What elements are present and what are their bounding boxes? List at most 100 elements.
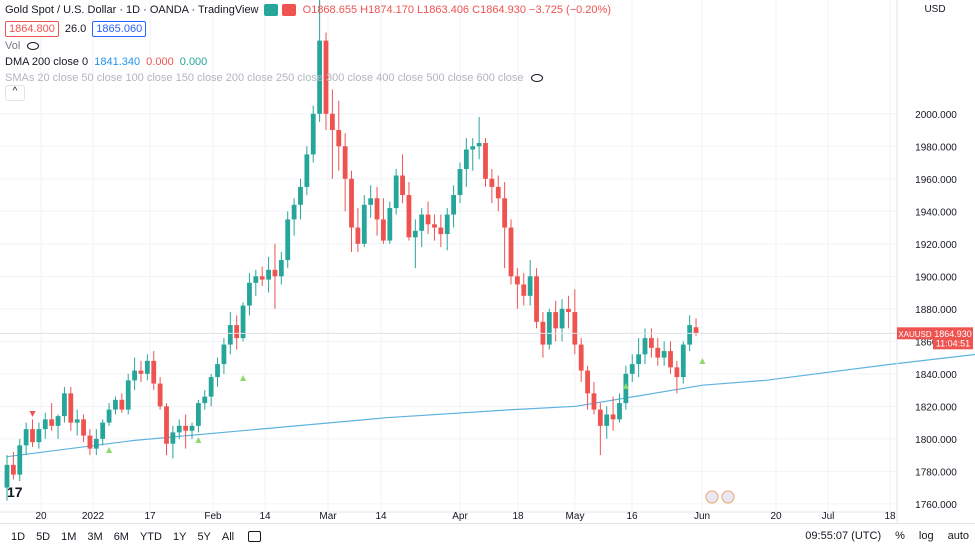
- open-label: O: [302, 4, 312, 16]
- candle: [304, 146, 310, 196]
- events-flag-icon[interactable]: [705, 490, 735, 504]
- symbol-title[interactable]: Gold Spot / U.S. Dollar · 1D · OANDA · T…: [5, 4, 259, 16]
- candle: [30, 419, 35, 447]
- candle: [10, 451, 16, 480]
- candle: [125, 373, 131, 415]
- price-tick-label: 1840.000: [915, 370, 957, 381]
- ma200-polyline: [6, 353, 975, 458]
- currency-label[interactable]: USD: [924, 4, 945, 15]
- candle-body: [610, 414, 616, 420]
- candle: [553, 300, 559, 342]
- candle: [310, 105, 316, 163]
- candle: [636, 338, 642, 378]
- candle: [138, 360, 144, 382]
- candle: [176, 419, 182, 439]
- candle-body: [578, 344, 584, 371]
- candle-body: [546, 312, 552, 345]
- time-tick-label: 14: [375, 511, 387, 522]
- candle-body: [81, 419, 86, 436]
- timeframe-1d[interactable]: 1D: [11, 530, 26, 543]
- dma-value-2: 0.000: [146, 56, 174, 68]
- candle-body: [374, 198, 380, 220]
- log-toggle[interactable]: log: [918, 530, 934, 542]
- candle-body: [687, 325, 693, 345]
- sell-button[interactable]: 1864.800: [5, 21, 59, 37]
- candle-body: [668, 351, 673, 368]
- price-tick-label: 1820.000: [915, 402, 957, 413]
- bottom-toolbar: 1D 5D 1M 3M 6M YTD 1Y 5Y All 09:55:07 (UTC) % lo…: [0, 523, 975, 549]
- candle: [278, 251, 284, 285]
- candle: [240, 302, 246, 342]
- candle: [668, 341, 673, 374]
- candle: [661, 341, 667, 366]
- price-tick-label: 1980.000: [915, 142, 957, 153]
- candle: [247, 273, 252, 316]
- timeframe-5d[interactable]: 5D: [36, 530, 51, 543]
- percent-toggle[interactable]: %: [895, 530, 905, 542]
- price-chart[interactable]: 2000.000 1980.000 1960.000 1940.000 1920.000…: [0, 0, 975, 523]
- buy-button[interactable]: 1865.060: [92, 21, 147, 37]
- bottom-right-controls: 09:55:07 (UTC) % log auto: [805, 530, 969, 542]
- auto-toggle[interactable]: auto: [947, 530, 969, 542]
- date-range-icon[interactable]: [248, 531, 262, 542]
- candle: [342, 133, 348, 212]
- timeframe-5y[interactable]: 5Y: [197, 530, 211, 543]
- candle-body: [693, 327, 699, 334]
- candle: [546, 308, 552, 350]
- candle: [412, 219, 418, 269]
- candle-body: [502, 198, 508, 228]
- candle: [521, 273, 527, 306]
- candle-body: [636, 354, 642, 365]
- eye-hidden-icon[interactable]: [530, 74, 543, 83]
- candle-body: [329, 113, 335, 131]
- close-value: 1864.930: [480, 4, 526, 16]
- candle-body: [157, 383, 163, 407]
- candle: [495, 175, 501, 212]
- candle-body: [648, 338, 654, 348]
- candle: [361, 195, 367, 248]
- candle: [489, 169, 495, 204]
- candle: [393, 169, 399, 215]
- sell-signal-marker: [29, 411, 36, 417]
- candle: [298, 178, 303, 220]
- smas-legend[interactable]: SMAs 20 close 50 close 100 close 150 clo…: [5, 72, 543, 84]
- candle-body: [470, 146, 476, 150]
- timeframe-3m[interactable]: 3M: [87, 530, 103, 543]
- candle: [4, 455, 10, 501]
- time-tick-label: Mar: [319, 511, 337, 522]
- legend-title-row: Gold Spot / U.S. Dollar · 1D · OANDA · T…: [5, 4, 611, 17]
- buy-signal-marker: [699, 358, 706, 364]
- ma200-line: [6, 353, 975, 458]
- dma-legend[interactable]: DMA 200 close 0 1841.340 0.000 0.000: [5, 56, 207, 68]
- candle-body: [278, 260, 284, 277]
- candle-body: [298, 186, 303, 205]
- timeframe-6m[interactable]: 6M: [113, 530, 129, 543]
- candle-body: [138, 370, 144, 374]
- candle-body: [87, 435, 93, 449]
- clock-label[interactable]: 09:55:07 (UTC): [805, 530, 882, 542]
- market-open-icon[interactable]: [263, 4, 278, 17]
- symbol-tag-bg: [897, 327, 933, 340]
- candle-body: [432, 224, 437, 228]
- candle: [374, 186, 380, 236]
- time-tick-label: 16: [626, 511, 638, 522]
- collapse-legend-button[interactable]: ^: [5, 85, 25, 101]
- candle: [629, 354, 635, 382]
- candle-body: [661, 351, 667, 358]
- candle: [591, 381, 597, 415]
- eye-hidden-icon[interactable]: [27, 42, 40, 51]
- candle-body: [361, 204, 367, 244]
- timeframe-1y[interactable]: 1Y: [172, 530, 187, 543]
- candle: [540, 312, 546, 358]
- candle-body: [36, 429, 42, 443]
- candle-body: [259, 276, 265, 280]
- timeframe-all[interactable]: All: [221, 530, 235, 543]
- timeframe-ytd[interactable]: YTD: [139, 530, 162, 543]
- candle: [259, 266, 265, 287]
- candle-body: [393, 175, 399, 209]
- status-icon[interactable]: [281, 4, 296, 17]
- timeframe-1m[interactable]: 1M: [61, 530, 77, 543]
- volume-legend[interactable]: Vol: [5, 40, 40, 52]
- candle: [419, 208, 425, 248]
